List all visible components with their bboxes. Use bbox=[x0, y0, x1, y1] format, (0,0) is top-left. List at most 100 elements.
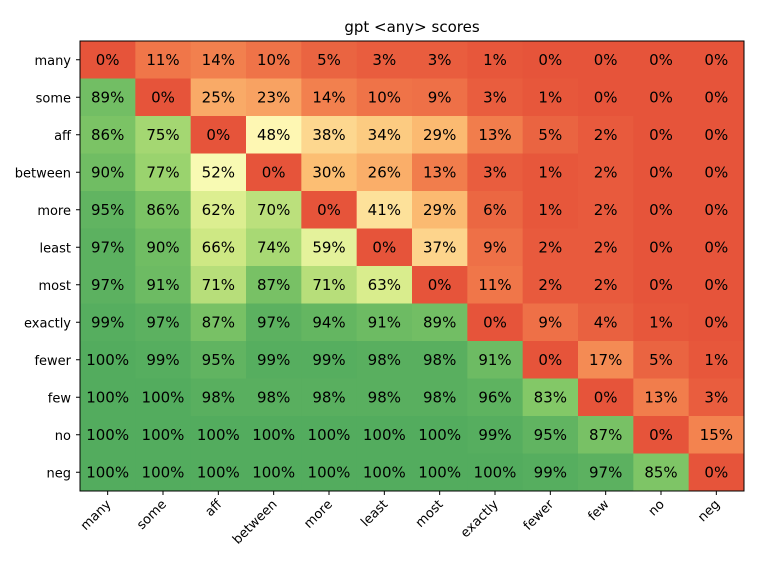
cell-value-label: 2% bbox=[594, 126, 618, 144]
heatmap-cell bbox=[135, 228, 192, 267]
heatmap-cell bbox=[412, 116, 468, 154]
heatmap-cell bbox=[412, 266, 468, 304]
y-tick-label: least bbox=[40, 241, 71, 256]
heatmap-cell bbox=[633, 41, 690, 79]
cell-value-label: 0% bbox=[594, 388, 618, 406]
heatmap-cell bbox=[522, 41, 579, 79]
cell-value-label: 100% bbox=[86, 463, 129, 481]
heatmap-cell bbox=[80, 41, 136, 79]
cell-value-label: 95% bbox=[202, 351, 235, 369]
y-tick-label: exactly bbox=[24, 316, 71, 331]
cell-value-label: 17% bbox=[589, 351, 622, 369]
heatmap-cell bbox=[190, 378, 247, 417]
cell-value-label: 0% bbox=[704, 276, 728, 294]
heatmap-cell bbox=[633, 416, 690, 454]
cell-value-label: 100% bbox=[252, 463, 295, 481]
cell-value-label: 91% bbox=[368, 313, 401, 331]
heatmap-cell bbox=[522, 116, 579, 154]
cell-value-label: 0% bbox=[649, 201, 673, 219]
y-tick-label: aff bbox=[54, 129, 72, 144]
heatmap-cell bbox=[80, 378, 136, 417]
cell-value-label: 0% bbox=[262, 163, 286, 181]
cell-value-label: 100% bbox=[142, 426, 185, 444]
heatmap-cell bbox=[633, 228, 690, 267]
cell-value-label: 1% bbox=[704, 351, 728, 369]
heatmap-cell bbox=[522, 341, 579, 379]
heatmap-cell bbox=[80, 153, 136, 192]
heatmap-cell bbox=[80, 116, 136, 154]
cell-value-label: 0% bbox=[649, 126, 673, 144]
cell-value-label: 15% bbox=[700, 426, 733, 444]
heatmap-cell bbox=[246, 191, 302, 229]
cell-value-label: 74% bbox=[257, 238, 290, 256]
heatmap-cell bbox=[578, 78, 634, 117]
cell-value-label: 1% bbox=[538, 163, 562, 181]
heatmap-cell bbox=[135, 266, 192, 304]
cell-value-label: 99% bbox=[534, 463, 567, 481]
cell-value-label: 34% bbox=[368, 126, 401, 144]
y-tick-label: between bbox=[15, 166, 71, 181]
cell-value-label: 86% bbox=[91, 126, 124, 144]
x-tick-label: neg bbox=[695, 497, 723, 525]
x-tick-label: most bbox=[413, 497, 447, 531]
heatmap-cell bbox=[190, 41, 247, 79]
cell-value-label: 98% bbox=[257, 388, 290, 406]
heatmap-cell bbox=[135, 303, 192, 342]
heatmap-cell bbox=[688, 303, 745, 342]
cell-value-label: 99% bbox=[312, 351, 345, 369]
heatmap-cell bbox=[412, 228, 468, 267]
plot-frame bbox=[79, 40, 745, 492]
cell-value-label: 2% bbox=[538, 238, 562, 256]
cell-value-label: 13% bbox=[478, 126, 511, 144]
heatmap-cell bbox=[356, 153, 413, 192]
y-tick-label: no bbox=[55, 429, 71, 444]
cell-value-label: 10% bbox=[368, 88, 401, 106]
heatmap-cell bbox=[467, 228, 524, 267]
cell-value-label: 0% bbox=[372, 238, 396, 256]
cell-value-label: 77% bbox=[146, 163, 179, 181]
heatmap-cell bbox=[135, 153, 192, 192]
cell-value-label: 71% bbox=[202, 276, 235, 294]
y-axis: many some aff between more least most exactly fe… bbox=[15, 54, 80, 481]
cell-value-label: 9% bbox=[538, 313, 562, 331]
heatmap-cell bbox=[578, 303, 634, 342]
heatmap-cell bbox=[190, 116, 247, 154]
heatmap-cell bbox=[578, 41, 634, 79]
heatmap-cell bbox=[246, 416, 302, 454]
cell-value-label: 0% bbox=[649, 238, 673, 256]
heatmap-cell bbox=[190, 78, 247, 117]
heatmap-cell bbox=[578, 153, 634, 192]
cell-value-label: 13% bbox=[644, 388, 677, 406]
heatmap-cell bbox=[80, 453, 136, 492]
heatmap-cell bbox=[688, 266, 745, 304]
x-tick-label: aff bbox=[203, 496, 226, 519]
cell-value-label: 97% bbox=[589, 463, 622, 481]
heatmap-cell bbox=[633, 191, 690, 229]
heatmap-cell bbox=[578, 341, 634, 379]
heatmap-cell bbox=[633, 378, 690, 417]
heatmap-cell bbox=[522, 78, 579, 117]
heatmap-cell bbox=[688, 116, 745, 154]
cell-value-label: 1% bbox=[649, 313, 673, 331]
cell-value-label: 96% bbox=[478, 388, 511, 406]
cell-value-label: 14% bbox=[202, 51, 235, 69]
cell-value-label: 0% bbox=[704, 163, 728, 181]
heatmap-cell bbox=[467, 378, 524, 417]
cell-value-label: 91% bbox=[146, 276, 179, 294]
cell-value-label: 99% bbox=[91, 313, 124, 331]
heatmap-cell bbox=[522, 416, 579, 454]
cell-value-label: 89% bbox=[91, 88, 124, 106]
cell-value-label: 98% bbox=[423, 388, 456, 406]
x-tick-label: few bbox=[585, 497, 612, 524]
cell-value-label: 5% bbox=[317, 51, 341, 69]
y-tick-label: few bbox=[48, 391, 72, 406]
cell-value-label: 0% bbox=[649, 88, 673, 106]
y-tick-label: many bbox=[34, 54, 71, 69]
heatmap-cell bbox=[80, 191, 136, 229]
heatmap-cell bbox=[633, 153, 690, 192]
heatmap-cell bbox=[688, 78, 745, 117]
cell-value-label: 2% bbox=[538, 276, 562, 294]
cell-value-label: 0% bbox=[649, 426, 673, 444]
heatmap-cell bbox=[467, 116, 524, 154]
heatmap-cell bbox=[688, 41, 745, 79]
